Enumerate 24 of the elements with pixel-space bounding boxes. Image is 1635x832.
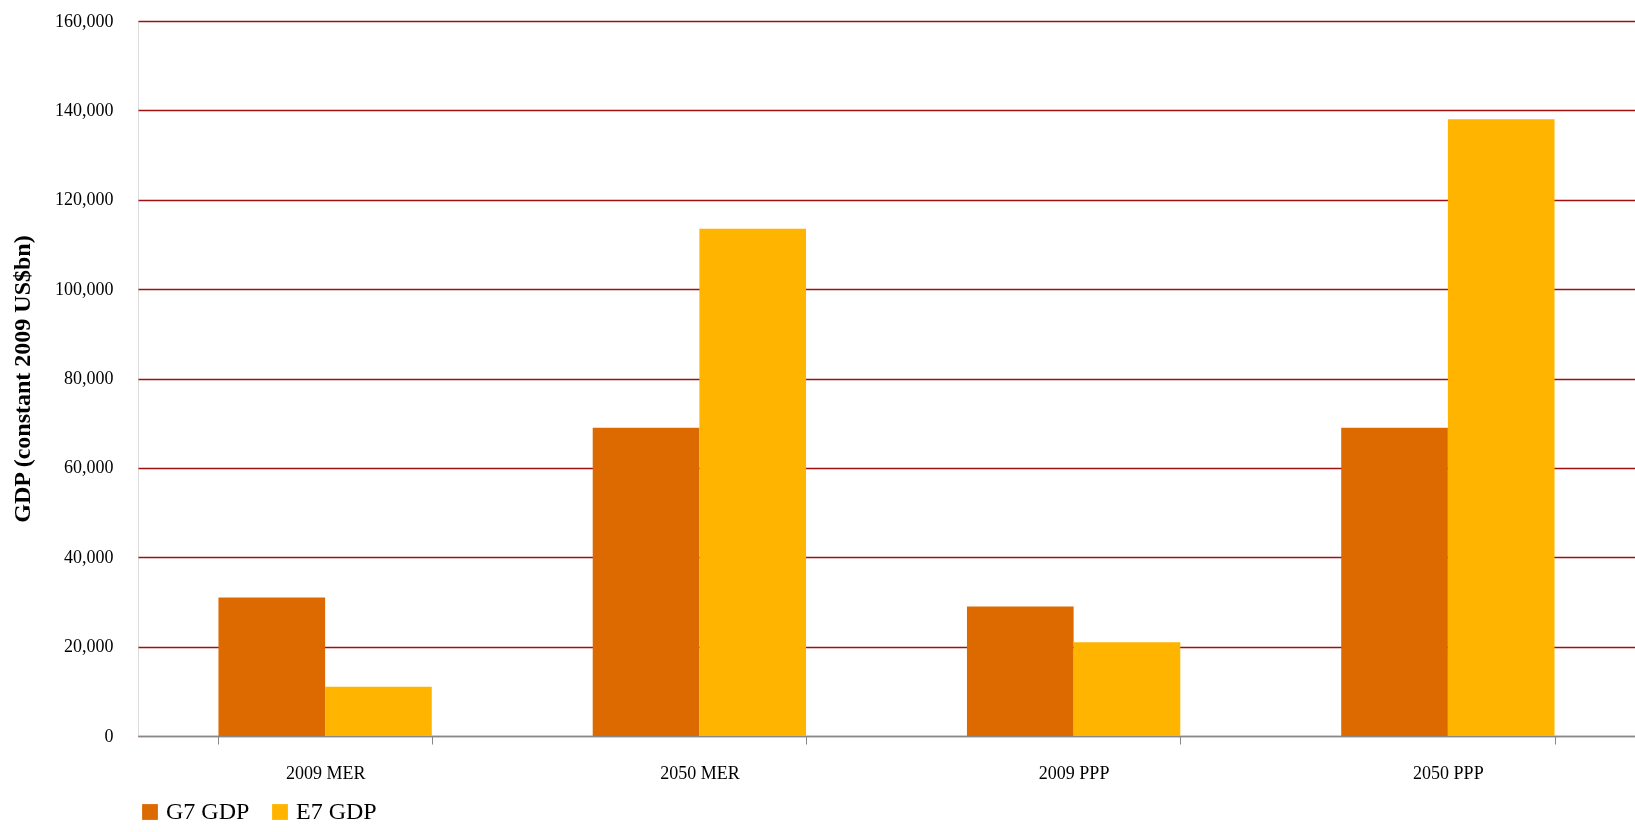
- y-tick-label: 40,000: [64, 546, 114, 567]
- y-tick-label: 100,000: [55, 278, 114, 299]
- bar: [1341, 427, 1448, 736]
- legend-label: E7 GDP: [296, 798, 377, 824]
- x-tick-label: 2009 PPP: [1038, 762, 1110, 783]
- y-tick-label: 0: [104, 725, 114, 746]
- x-tick-label: 2009 MER: [285, 762, 366, 783]
- y-tick-label: 60,000: [64, 457, 114, 478]
- y-tick-label: 80,000: [64, 368, 114, 388]
- y-axis-title: GDP (constant 2009 US$bn): [9, 235, 35, 523]
- bar: [699, 228, 807, 736]
- y-tick-label: 20,000: [64, 636, 114, 657]
- bar: [1073, 642, 1181, 736]
- legend-label: G7 GDP: [166, 798, 250, 824]
- bar: [966, 606, 1074, 736]
- bar: [325, 686, 432, 736]
- y-tick-label: 120,000: [55, 189, 114, 210]
- bar: [218, 597, 326, 736]
- bar: [592, 427, 700, 736]
- bar: [1447, 119, 1555, 736]
- y-tick-label: 140,000: [55, 99, 114, 120]
- y-tick-label: 160,000: [55, 10, 114, 31]
- x-tick-label: 2050 PPP: [1413, 762, 1484, 783]
- x-tick-label: 2050 MER: [660, 762, 740, 783]
